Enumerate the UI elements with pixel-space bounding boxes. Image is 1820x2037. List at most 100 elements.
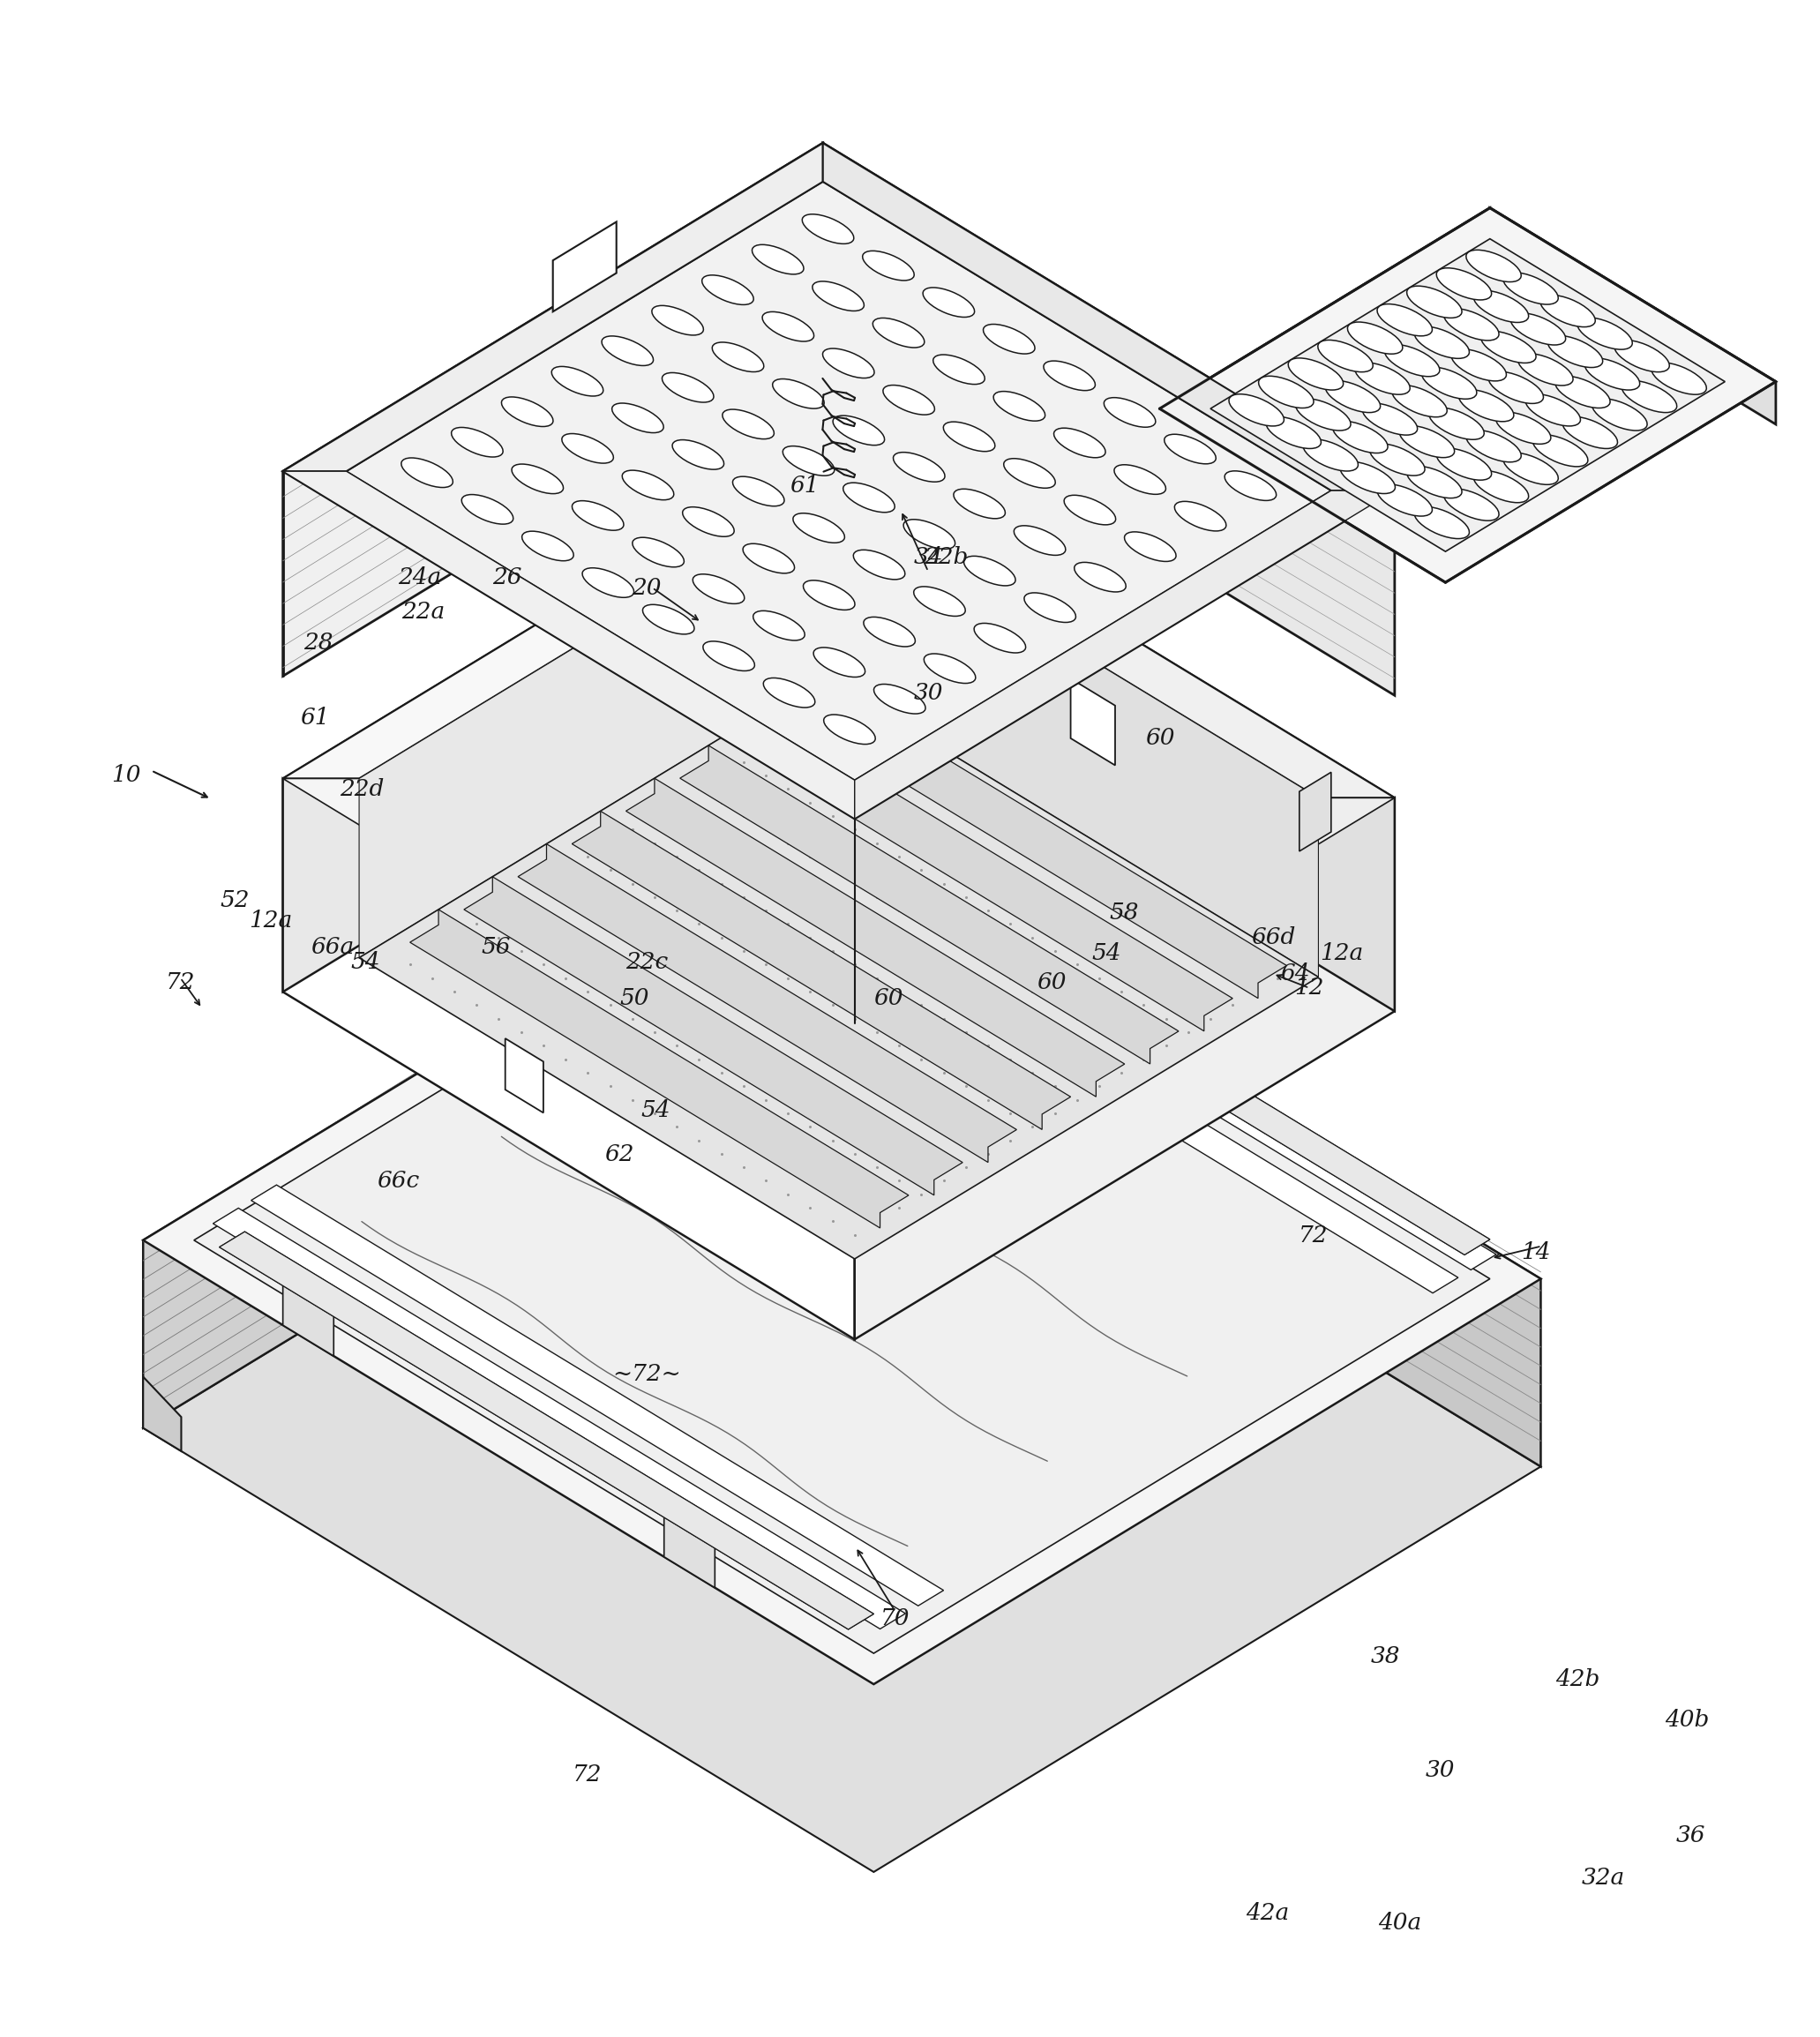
Ellipse shape bbox=[1289, 359, 1343, 389]
Ellipse shape bbox=[824, 715, 875, 744]
Polygon shape bbox=[195, 866, 1491, 1654]
Ellipse shape bbox=[1014, 526, 1065, 556]
Polygon shape bbox=[213, 1208, 906, 1630]
Ellipse shape bbox=[1054, 428, 1105, 458]
Ellipse shape bbox=[703, 642, 755, 670]
Text: 62: 62 bbox=[604, 1143, 635, 1165]
Ellipse shape bbox=[1347, 322, 1403, 354]
Ellipse shape bbox=[923, 287, 974, 318]
Polygon shape bbox=[1070, 678, 1116, 766]
Ellipse shape bbox=[1340, 462, 1396, 493]
Ellipse shape bbox=[502, 397, 553, 426]
Text: 38: 38 bbox=[1370, 1646, 1400, 1668]
Polygon shape bbox=[855, 491, 1394, 819]
Polygon shape bbox=[855, 799, 1394, 1340]
Ellipse shape bbox=[1451, 348, 1507, 381]
Polygon shape bbox=[823, 143, 1394, 491]
Polygon shape bbox=[835, 858, 1491, 1255]
Ellipse shape bbox=[903, 519, 956, 550]
Ellipse shape bbox=[1414, 507, 1469, 538]
Ellipse shape bbox=[1407, 285, 1461, 318]
Ellipse shape bbox=[1443, 489, 1500, 521]
Polygon shape bbox=[144, 1377, 182, 1450]
Ellipse shape bbox=[451, 428, 502, 456]
Polygon shape bbox=[282, 778, 855, 1126]
Ellipse shape bbox=[1003, 458, 1056, 489]
Text: 70: 70 bbox=[881, 1607, 910, 1630]
Ellipse shape bbox=[724, 293, 764, 312]
Text: 36: 36 bbox=[1676, 1825, 1705, 1846]
Ellipse shape bbox=[1421, 367, 1476, 399]
Ellipse shape bbox=[693, 574, 744, 603]
Ellipse shape bbox=[712, 342, 764, 373]
Ellipse shape bbox=[1332, 422, 1389, 452]
Text: 54: 54 bbox=[641, 1098, 670, 1120]
Polygon shape bbox=[1159, 208, 1776, 583]
Ellipse shape bbox=[885, 295, 925, 314]
Polygon shape bbox=[359, 676, 1318, 1259]
Ellipse shape bbox=[1503, 273, 1558, 304]
Ellipse shape bbox=[1125, 532, 1176, 562]
Ellipse shape bbox=[1489, 371, 1543, 403]
Ellipse shape bbox=[612, 403, 664, 432]
Text: 40a: 40a bbox=[1378, 1913, 1421, 1933]
Text: 22d: 22d bbox=[340, 778, 384, 801]
Polygon shape bbox=[220, 1232, 874, 1630]
Ellipse shape bbox=[1228, 393, 1283, 426]
Ellipse shape bbox=[1167, 466, 1207, 485]
Polygon shape bbox=[626, 778, 1125, 1096]
Polygon shape bbox=[506, 1039, 544, 1112]
Polygon shape bbox=[1159, 208, 1491, 452]
Ellipse shape bbox=[1165, 434, 1216, 464]
Ellipse shape bbox=[1436, 269, 1492, 299]
Ellipse shape bbox=[743, 544, 795, 572]
Ellipse shape bbox=[1385, 344, 1440, 377]
Ellipse shape bbox=[682, 507, 733, 536]
Ellipse shape bbox=[1503, 452, 1558, 485]
Text: 40b: 40b bbox=[1665, 1709, 1709, 1731]
Ellipse shape bbox=[1114, 464, 1167, 495]
Ellipse shape bbox=[894, 452, 945, 483]
Ellipse shape bbox=[1622, 381, 1676, 414]
Ellipse shape bbox=[1414, 326, 1469, 359]
Ellipse shape bbox=[1225, 471, 1276, 501]
Ellipse shape bbox=[1105, 397, 1156, 428]
Ellipse shape bbox=[1518, 354, 1572, 385]
Polygon shape bbox=[282, 143, 823, 676]
Ellipse shape bbox=[1370, 444, 1425, 475]
Text: 14: 14 bbox=[1522, 1241, 1551, 1263]
Ellipse shape bbox=[914, 587, 965, 615]
Ellipse shape bbox=[983, 324, 1036, 354]
Polygon shape bbox=[282, 778, 855, 1340]
Ellipse shape bbox=[1267, 418, 1321, 448]
Polygon shape bbox=[282, 471, 855, 819]
Text: 24a: 24a bbox=[399, 566, 442, 589]
Ellipse shape bbox=[1429, 407, 1483, 440]
Ellipse shape bbox=[794, 513, 844, 542]
Polygon shape bbox=[359, 497, 823, 957]
Text: 61: 61 bbox=[300, 707, 329, 729]
Ellipse shape bbox=[723, 409, 774, 440]
Ellipse shape bbox=[733, 477, 784, 505]
Ellipse shape bbox=[753, 611, 804, 640]
Ellipse shape bbox=[672, 440, 724, 469]
Polygon shape bbox=[823, 450, 1394, 1010]
Ellipse shape bbox=[874, 318, 925, 348]
Ellipse shape bbox=[752, 244, 804, 275]
Ellipse shape bbox=[462, 452, 501, 473]
Ellipse shape bbox=[571, 501, 624, 530]
Polygon shape bbox=[835, 858, 1491, 1255]
Polygon shape bbox=[823, 143, 1394, 695]
Ellipse shape bbox=[1496, 411, 1551, 444]
Polygon shape bbox=[346, 181, 1330, 780]
Ellipse shape bbox=[814, 648, 864, 676]
Ellipse shape bbox=[582, 568, 633, 597]
Ellipse shape bbox=[400, 458, 453, 487]
Text: 12: 12 bbox=[1294, 978, 1325, 998]
Text: 72: 72 bbox=[166, 972, 195, 992]
Polygon shape bbox=[282, 450, 823, 778]
Ellipse shape bbox=[632, 538, 684, 566]
Polygon shape bbox=[804, 849, 1496, 1269]
Text: 54: 54 bbox=[1092, 943, 1121, 964]
Text: 54: 54 bbox=[351, 951, 380, 972]
